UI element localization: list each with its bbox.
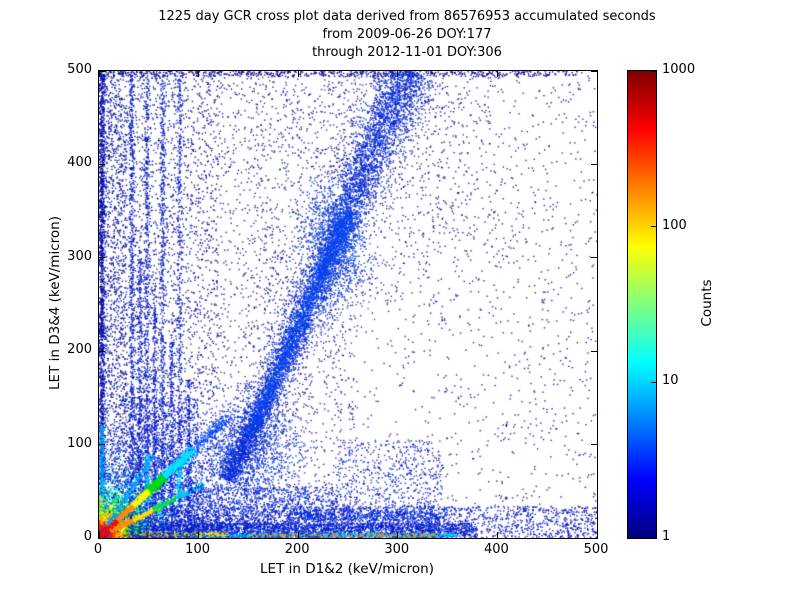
x-tick-label: 200 <box>284 542 310 557</box>
y-tick-mark <box>591 163 597 165</box>
y-axis-tick-labels: 0 100 200 300 400 500 <box>44 62 92 544</box>
title-line-3: through 2012-11-01 DOY:306 <box>312 45 502 60</box>
title-block: 1225 day GCR cross plot data derived fro… <box>7 8 800 62</box>
y-tick-label: 300 <box>67 248 92 264</box>
x-axis-label: LET in D1&2 (keV/micron) <box>260 561 434 577</box>
x-tick-mark <box>297 71 299 77</box>
colorbar-tick-label: 100 <box>662 217 687 233</box>
x-tick-mark <box>397 71 399 77</box>
x-tick-mark <box>198 532 200 538</box>
y-tick-mark <box>99 537 105 539</box>
x-tick-mark <box>496 532 498 538</box>
x-tick-label: 0 <box>93 542 103 557</box>
colorbar-tick-label: 10 <box>662 373 679 389</box>
x-tick-label: 400 <box>483 542 509 557</box>
y-tick-mark <box>591 70 597 72</box>
x-tick-mark <box>596 71 598 77</box>
scatter-canvas <box>99 71 597 538</box>
colorbar-tick-mark <box>651 537 656 538</box>
x-tick-label: 100 <box>185 542 210 557</box>
x-tick-label: 300 <box>384 542 410 557</box>
plot-area <box>98 70 598 539</box>
y-tick-label: 0 <box>83 529 92 544</box>
y-tick-mark <box>99 70 105 72</box>
y-tick-mark <box>591 444 597 446</box>
x-tick-mark <box>596 532 598 538</box>
y-tick-mark <box>591 350 597 352</box>
title-line-2: from 2009-06-26 DOY:177 <box>322 27 492 42</box>
colorbar <box>627 70 657 539</box>
colorbar-label: Counts <box>699 279 715 327</box>
colorbar-tick-labels: 1 10 100 1000 <box>662 62 722 544</box>
y-tick-label: 200 <box>67 342 92 358</box>
x-tick-mark <box>98 71 100 77</box>
y-tick-mark <box>591 537 597 539</box>
y-tick-label: 100 <box>67 435 92 451</box>
colorbar-tick-label: 1 <box>662 529 671 544</box>
title-line-1: 1225 day GCR cross plot data derived fro… <box>158 9 656 24</box>
y-tick-mark <box>591 257 597 259</box>
y-tick-label: 400 <box>67 155 92 171</box>
y-tick-mark <box>99 350 105 352</box>
y-tick-mark <box>99 257 105 259</box>
colorbar-tick-mark <box>651 226 656 228</box>
colorbar-tick-mark <box>651 71 656 72</box>
y-axis-label: LET in D3&4 (keV/micron) <box>47 216 63 390</box>
x-tick-mark <box>198 71 200 77</box>
y-tick-mark <box>99 444 105 446</box>
colorbar-tick-label: 1000 <box>662 62 696 77</box>
colorbar-tick-mark <box>651 381 656 383</box>
y-tick-label: 500 <box>67 62 92 77</box>
y-tick-mark <box>99 163 105 165</box>
x-tick-mark <box>297 532 299 538</box>
x-tick-mark <box>496 71 498 77</box>
x-tick-mark <box>98 532 100 538</box>
x-tick-mark <box>397 532 399 538</box>
x-tick-label: 500 <box>583 542 609 557</box>
x-axis-tick-labels: 0 100 200 300 400 500 <box>94 542 609 558</box>
